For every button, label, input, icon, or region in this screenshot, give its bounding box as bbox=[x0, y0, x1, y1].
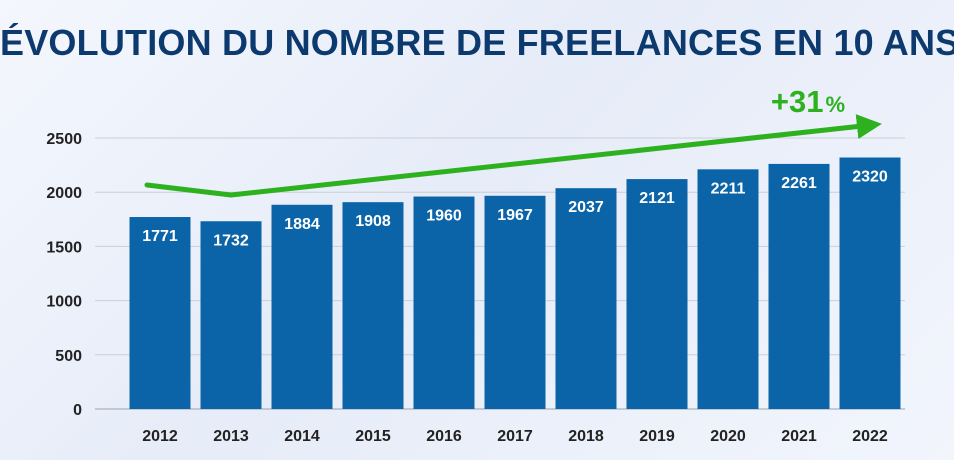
trend-arrow bbox=[144, 114, 882, 198]
bar-2015 bbox=[342, 202, 404, 409]
data-label: 1884 bbox=[284, 216, 320, 233]
x-tick-label: 2018 bbox=[568, 428, 604, 445]
data-label: 2261 bbox=[781, 175, 817, 192]
bar-2018 bbox=[555, 188, 617, 409]
data-label: 1908 bbox=[355, 213, 391, 230]
data-label: 2320 bbox=[852, 169, 888, 186]
y-tick-label: 2500 bbox=[46, 131, 82, 148]
y-tick-label: 500 bbox=[55, 348, 82, 365]
bar-2016 bbox=[413, 196, 475, 409]
x-tick-label: 2017 bbox=[497, 428, 533, 445]
x-tick-label: 2014 bbox=[284, 428, 320, 445]
y-tick-label: 2000 bbox=[46, 185, 82, 202]
x-tick-label: 2016 bbox=[426, 428, 462, 445]
y-tick-label: 1000 bbox=[46, 294, 82, 311]
x-tick-label: 2021 bbox=[781, 428, 817, 445]
growth-percent-sign: % bbox=[826, 92, 846, 117]
bar-2022 bbox=[839, 157, 901, 409]
x-tick-label: 2019 bbox=[639, 428, 675, 445]
x-tick-label: 2012 bbox=[142, 428, 178, 445]
y-tick-label: 1500 bbox=[46, 239, 82, 256]
bar-2012 bbox=[129, 217, 191, 409]
data-label: 1771 bbox=[142, 228, 178, 245]
data-label: 1732 bbox=[213, 232, 249, 249]
bar-2017 bbox=[484, 195, 546, 409]
x-tick-label: 2022 bbox=[852, 428, 888, 445]
bar-2014 bbox=[271, 204, 333, 409]
bar-2013 bbox=[200, 221, 262, 409]
data-label: 1967 bbox=[497, 207, 533, 224]
growth-value: +31 bbox=[771, 84, 824, 119]
data-label: 2037 bbox=[568, 199, 604, 216]
growth-annotation: +31% bbox=[771, 84, 845, 119]
x-tick-label: 2013 bbox=[213, 428, 249, 445]
data-label: 1960 bbox=[426, 208, 462, 225]
y-tick-label: 0 bbox=[73, 402, 82, 419]
bar-2020 bbox=[697, 169, 759, 409]
x-tick-label: 2015 bbox=[355, 428, 391, 445]
bar-2019 bbox=[626, 179, 688, 409]
data-label: 2121 bbox=[639, 190, 675, 207]
chart-title: ÉVOLUTION DU NOMBRE DE FREELANCES EN 10 … bbox=[0, 22, 954, 63]
x-tick-label: 2020 bbox=[710, 428, 746, 445]
bar-2021 bbox=[768, 163, 830, 409]
data-label: 2211 bbox=[711, 180, 746, 197]
